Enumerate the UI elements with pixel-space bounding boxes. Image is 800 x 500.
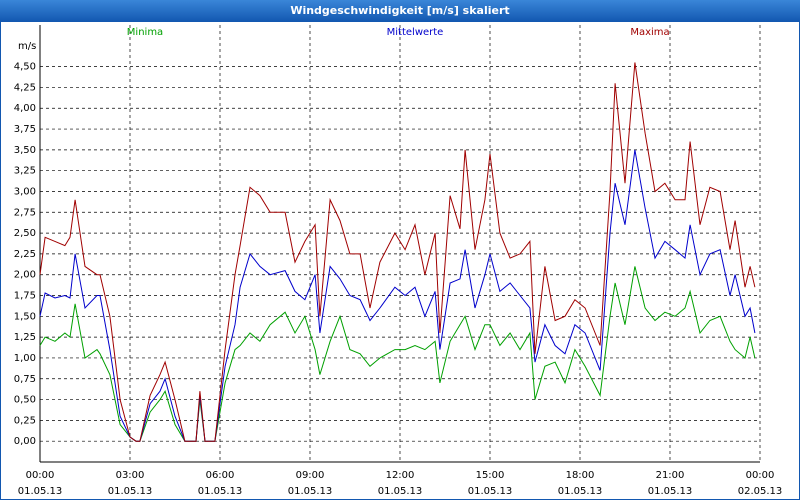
y-tick-label: 3,50 [14, 145, 36, 156]
series-line [39, 62, 756, 442]
y-tick-label: 4,25 [14, 82, 36, 93]
y-tick-label: 2,50 [14, 228, 36, 239]
legend-label: Maxima [630, 27, 669, 38]
x-tick-date: 01.05.13 [198, 486, 243, 497]
x-tick-label: 15:00 [476, 470, 505, 481]
x-tick-date: 01.05.13 [558, 486, 603, 497]
series-line [39, 266, 756, 442]
y-tick-label: 1,00 [14, 353, 36, 364]
x-tick-date: 01.05.13 [108, 486, 153, 497]
x-tick-label: 03:00 [116, 470, 145, 481]
y-tick-label: 0,75 [14, 374, 36, 385]
x-tick-label: 12:00 [386, 470, 415, 481]
x-tick-date: 01.05.13 [18, 486, 63, 497]
y-axis-label: m/s [18, 41, 36, 52]
y-tick-label: 1,50 [14, 311, 36, 322]
y-tick-label: 4,50 [14, 62, 36, 73]
series-line [39, 149, 756, 442]
x-tick-date: 01.05.13 [648, 486, 693, 497]
x-tick-date: 01.05.13 [378, 486, 423, 497]
y-tick-label: 1,75 [14, 291, 36, 302]
y-tick-label: 0,00 [14, 436, 36, 447]
y-tick-label: 2,00 [14, 270, 36, 281]
x-tick-date: 01.05.13 [468, 486, 513, 497]
x-tick-date: 01.05.13 [288, 486, 333, 497]
x-tick-label: 09:00 [296, 470, 325, 481]
y-tick-label: 3,25 [14, 166, 36, 177]
y-tick-label: 0,25 [14, 415, 36, 426]
title-bar [0, 0, 800, 22]
x-tick-label: 21:00 [656, 470, 685, 481]
legend-label: Mittelwerte [387, 27, 444, 38]
y-tick-label: 1,25 [14, 332, 36, 343]
x-tick-label: 00:00 [26, 470, 55, 481]
x-tick-date: 02.05.13 [738, 486, 783, 497]
x-tick-label: 18:00 [566, 470, 595, 481]
y-tick-label: 3,00 [14, 186, 36, 197]
chart-title: Windgeschwindigkeit [m/s] skaliert [290, 4, 509, 17]
y-tick-label: 4,00 [14, 103, 36, 114]
x-tick-label: 06:00 [206, 470, 235, 481]
y-tick-label: 0,50 [14, 395, 36, 406]
y-tick-label: 2,75 [14, 207, 36, 218]
y-tick-label: 2,25 [14, 249, 36, 260]
x-tick-label: 00:00 [746, 470, 775, 481]
legend-label: Minima [127, 27, 163, 38]
y-tick-label: 3,75 [14, 124, 36, 135]
